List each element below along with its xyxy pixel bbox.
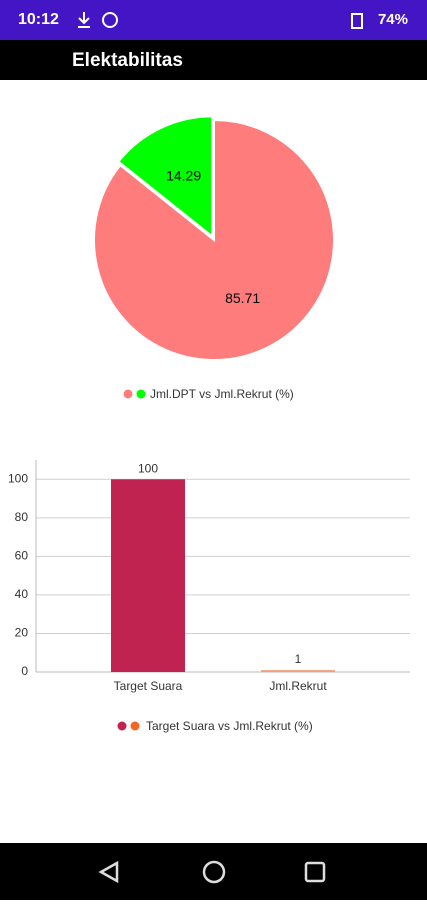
nav-bar <box>0 843 427 900</box>
x-tick-label: Target Suara <box>114 679 183 693</box>
pie-slice <box>117 115 214 239</box>
legend-label: Jml.DPT vs Jml.Rekrut (%) <box>150 387 294 401</box>
pie-slice <box>93 118 335 361</box>
legend-dot <box>123 389 133 399</box>
y-tick-label: 60 <box>15 549 29 563</box>
app-title: Elektabilitas <box>72 50 183 71</box>
status-bar <box>0 0 427 40</box>
legend-label: Target Suara vs Jml.Rekrut (%) <box>146 719 313 733</box>
slice-label: 14.29 <box>166 168 201 184</box>
status-time: 10:12 <box>18 11 59 28</box>
value-label: 1 <box>295 652 302 666</box>
legend-dot <box>117 721 127 731</box>
value-label: 100 <box>138 461 158 475</box>
nav-back[interactable] <box>98 860 119 884</box>
slice-label: 85.71 <box>225 290 260 306</box>
nav-home[interactable] <box>202 860 226 884</box>
legend-dot <box>130 721 140 731</box>
y-tick-label: 40 <box>15 587 29 601</box>
y-tick-label: 20 <box>15 626 29 640</box>
nav-recent[interactable] <box>304 861 326 883</box>
y-tick-label: 100 <box>8 471 28 485</box>
status-icons <box>78 12 363 29</box>
legend-dot <box>136 389 146 399</box>
x-tick-label: Jml.Rekrut <box>269 679 327 693</box>
bar <box>111 479 185 672</box>
app-bar <box>0 40 427 80</box>
status-battery: 74% <box>378 11 408 28</box>
bar <box>261 670 335 672</box>
y-tick-label: 80 <box>15 510 29 524</box>
y-tick-label: 0 <box>21 664 28 678</box>
